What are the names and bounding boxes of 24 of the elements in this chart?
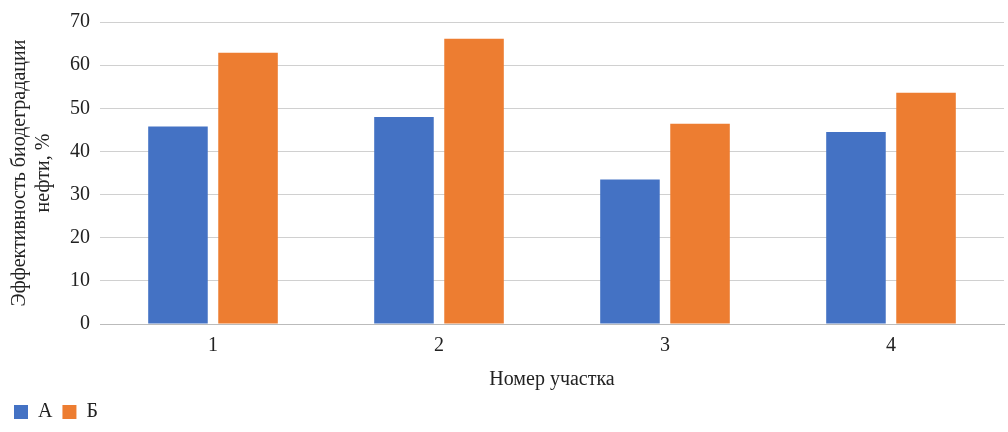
y-tick-label: 50 — [70, 95, 90, 118]
y-tick-label: 60 — [70, 52, 90, 75]
legend-label: А — [38, 399, 53, 422]
x-tick-label: 2 — [434, 333, 444, 356]
bar — [896, 92, 956, 324]
bar — [670, 123, 730, 324]
bar — [826, 132, 886, 324]
y-tick-label: 0 — [80, 311, 90, 334]
y-tick-label: 10 — [70, 268, 90, 291]
bar — [218, 52, 278, 324]
y-tick-label: 20 — [70, 224, 90, 247]
y-tick-label: 70 — [70, 9, 90, 32]
x-axis-title: Номер участка — [489, 367, 615, 391]
x-tick-label: 4 — [886, 333, 896, 356]
bar — [600, 179, 660, 324]
bar — [148, 126, 208, 324]
y-axis-title: Эффективность биодеградации нефти, % — [7, 39, 55, 307]
bar — [374, 116, 434, 324]
y-tick-label: 40 — [70, 138, 90, 161]
y-tick-label: 30 — [70, 181, 90, 204]
x-tick-label: 3 — [660, 333, 670, 356]
legend-label: Б — [86, 399, 98, 422]
x-tick-label: 1 — [208, 333, 218, 356]
bar — [444, 38, 504, 324]
